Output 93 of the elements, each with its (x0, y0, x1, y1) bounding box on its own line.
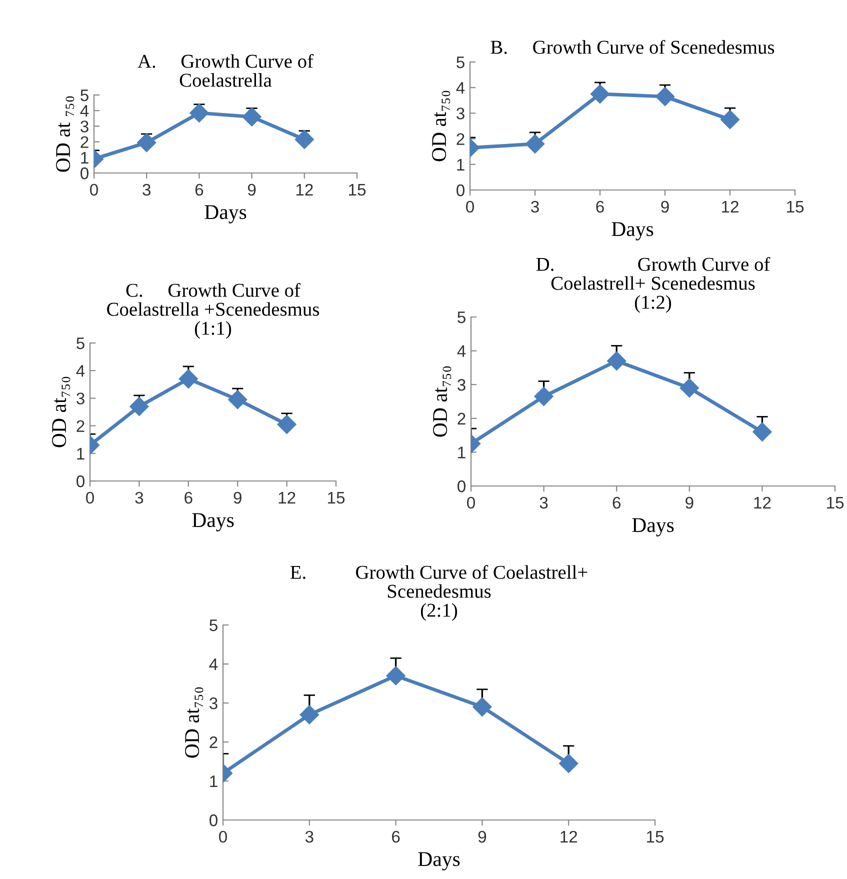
y-tick-label: 3 (210, 697, 218, 710)
y-tick-label: 3 (80, 120, 88, 132)
x-tick-label: 15 (647, 831, 664, 843)
point (680, 378, 699, 398)
x-tick-label: 9 (234, 492, 242, 504)
x-tick-label: 0 (90, 184, 98, 196)
point (607, 351, 626, 370)
y-tick-label: 1 (457, 158, 464, 170)
x-tick-label: 6 (596, 200, 604, 213)
y-axis-title: OD at₇₅₀ (432, 90, 450, 162)
point (277, 414, 296, 434)
y-tick-label: 2 (458, 412, 466, 424)
chart-title: B. Growth Curve of Scenedesmus (490, 40, 774, 54)
y-tick-label: 5 (80, 90, 88, 102)
y-tick-label: 5 (456, 56, 464, 68)
x-tick-label: 3 (142, 184, 150, 196)
point (534, 386, 554, 406)
y-tick-label: 2 (80, 136, 88, 148)
y-tick-label: 1 (210, 776, 218, 788)
x-tick-label: 12 (754, 496, 771, 508)
y-tick-label: 3 (458, 379, 466, 391)
point (300, 705, 319, 724)
x-tick-label: 12 (296, 184, 313, 196)
chart-title: D. Growth Curve of Coelastrell+ Scenedesmus (1:2) (536, 257, 770, 313)
y-tick-label: 4 (456, 82, 465, 94)
y-tick-label: 2 (76, 420, 84, 432)
point (386, 666, 406, 686)
y-tick-label: 3 (76, 392, 84, 404)
x-axis-title: Days (192, 513, 234, 532)
y-axis-title: OD at₇₅₀ (52, 376, 70, 448)
x-tick-label: 9 (661, 200, 669, 213)
x-tick-label: 3 (540, 496, 548, 509)
x-tick-label: 0 (466, 200, 474, 213)
point (190, 103, 209, 122)
y-tick-label: 4 (209, 658, 218, 670)
y-tick-label: 5 (76, 338, 84, 350)
point (525, 134, 545, 154)
y-tick-label: 0 (458, 480, 466, 492)
x-tick-label: 6 (195, 184, 204, 196)
point (472, 697, 492, 716)
x-tick-label: 9 (478, 830, 486, 843)
y-tick-label: 2 (210, 736, 218, 748)
x-tick-label: 12 (722, 200, 738, 212)
point (137, 133, 156, 152)
y-tick-label: 5 (458, 312, 466, 324)
x-tick-label: 9 (248, 184, 256, 196)
y-tick-label: 1 (77, 448, 84, 460)
x-tick-label: 0 (219, 830, 227, 843)
chart-title: E. Growth Curve of Coelastrell+ Scenedesmus (2:1) (290, 565, 588, 621)
x-tick-label: 0 (467, 496, 475, 509)
y-tick-label: 0 (76, 475, 84, 488)
chart-title: C. Growth Curve of Coelastrella +Scenedesmus (1:1) (107, 283, 320, 339)
x-tick-label: 6 (392, 830, 400, 843)
y-tick-label: 5 (210, 620, 218, 632)
point (228, 390, 248, 410)
y-axis-title: OD at₇₅₀ (433, 366, 452, 437)
point (752, 422, 772, 442)
x-tick-label: 15 (349, 184, 366, 196)
x-axis-title: Days (204, 205, 246, 224)
x-tick-label: 9 (686, 496, 694, 509)
x-tick-label: 15 (328, 492, 345, 504)
point (590, 84, 610, 104)
point (655, 87, 675, 106)
y-tick-label: 2 (456, 133, 464, 145)
x-axis-title: Days (612, 222, 654, 240)
point (720, 110, 740, 130)
point (242, 107, 262, 126)
point (294, 130, 314, 149)
x-tick-label: 12 (278, 492, 296, 504)
point (130, 396, 149, 416)
point (559, 754, 578, 773)
x-tick-label: 3 (135, 492, 144, 504)
x-tick-label: 3 (531, 200, 539, 213)
y-tick-label: 3 (456, 108, 464, 120)
x-tick-label: 3 (305, 830, 314, 843)
y-tick-label: 0 (80, 167, 88, 180)
chart-title: A. Growth Curve of Coelastrella (138, 54, 314, 87)
x-axis-title: Days (632, 518, 674, 536)
y-tick-label: 4 (80, 105, 89, 117)
x-tick-label: 6 (612, 496, 620, 509)
y-axis-title: OD at ₇₅₀ (56, 96, 74, 172)
y-tick-label: 0 (210, 814, 218, 826)
x-tick-label: 6 (184, 492, 192, 504)
y-tick-label: 4 (76, 365, 85, 377)
y-tick-label: 4 (457, 345, 466, 357)
y-tick-label: 1 (81, 152, 88, 164)
x-axis-title: Days (418, 852, 460, 870)
x-tick-label: 15 (787, 201, 804, 213)
point (178, 369, 198, 388)
y-axis-title: OD at₇₅₀ (185, 687, 204, 758)
y-tick-label: 1 (458, 446, 466, 458)
x-tick-label: 15 (827, 497, 844, 509)
x-tick-label: 12 (560, 830, 578, 842)
